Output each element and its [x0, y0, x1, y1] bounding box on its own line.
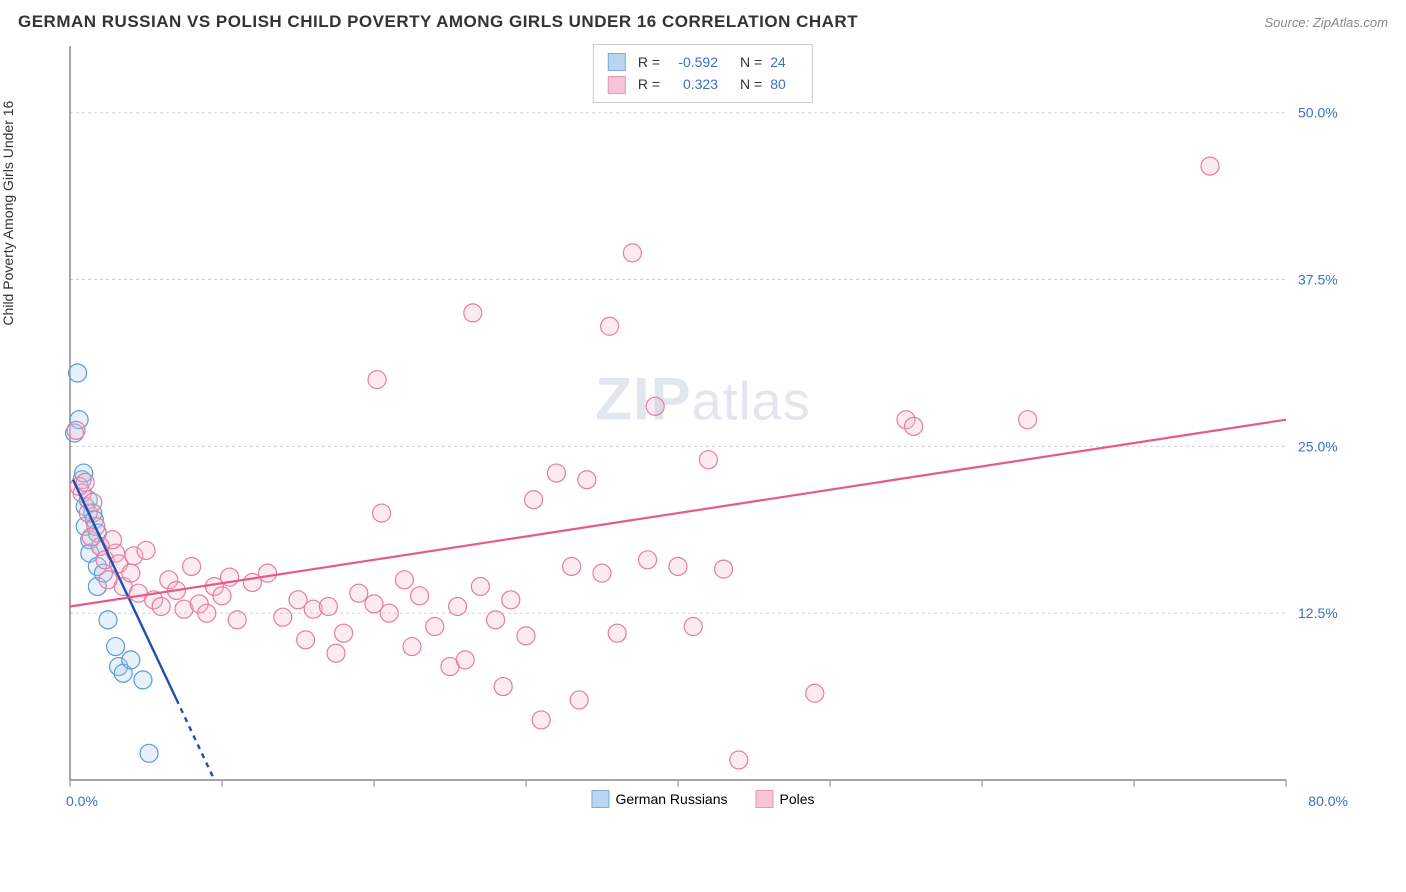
legend-r-value: 0.323 [668, 73, 718, 95]
scatter-point [669, 557, 687, 575]
scatter-point [259, 564, 277, 582]
correlation-legend: R = -0.592 N = 24 R = 0.323 N = 80 [593, 44, 813, 103]
scatter-point [608, 624, 626, 642]
trend-line [70, 420, 1286, 607]
scatter-point [570, 691, 588, 709]
scatter-point [104, 531, 122, 549]
chart-header: GERMAN RUSSIAN VS POLISH CHILD POVERTY A… [0, 0, 1406, 40]
y-axis-label: Child Poverty Among Girls Under 16 [0, 101, 16, 326]
scatter-point [684, 618, 702, 636]
legend-r-value: -0.592 [668, 51, 718, 73]
legend-n-value: 24 [770, 51, 798, 73]
y-tick-label: 50.0% [1298, 105, 1338, 121]
scatter-point [411, 587, 429, 605]
scatter-point [67, 421, 85, 439]
scatter-point [806, 684, 824, 702]
scatter-point [456, 651, 474, 669]
y-tick-label: 37.5% [1298, 272, 1338, 288]
scatter-point [464, 304, 482, 322]
scatter-point [1201, 157, 1219, 175]
legend-swatch [608, 76, 626, 94]
scatter-point [502, 591, 520, 609]
scatter-point [623, 244, 641, 262]
scatter-point [99, 611, 117, 629]
scatter-point [578, 471, 596, 489]
scatter-point [395, 571, 413, 589]
scatter-point [547, 464, 565, 482]
legend-n-value: 80 [770, 73, 798, 95]
source-prefix: Source: [1264, 15, 1312, 30]
scatter-point [213, 587, 231, 605]
scatter-point [380, 604, 398, 622]
scatter-point [601, 317, 619, 335]
chart-container: Child Poverty Among Girls Under 16 12.5%… [18, 40, 1388, 820]
scatter-point [335, 624, 353, 642]
scatter-point [228, 611, 246, 629]
scatter-point [487, 611, 505, 629]
scatter-point [350, 584, 368, 602]
scatter-point [274, 608, 292, 626]
scatter-point [426, 618, 444, 636]
scatter-point [403, 638, 421, 656]
scatter-point [134, 671, 152, 689]
scatter-point [297, 631, 315, 649]
scatter-point [563, 557, 581, 575]
scatter-point [449, 598, 467, 616]
scatter-point [373, 504, 391, 522]
scatter-point [198, 604, 216, 622]
scatter-chart: 12.5% 25.0% 37.5% 50.0% 0.0% 80.0% [18, 40, 1358, 820]
scatter-point [368, 371, 386, 389]
scatter-point [593, 564, 611, 582]
legend-r-label: R = [638, 51, 660, 73]
x-tick-label: 0.0% [66, 793, 98, 809]
scatter-point [107, 638, 125, 656]
scatter-point [494, 678, 512, 696]
scatter-point [730, 751, 748, 769]
legend-row: R = 0.323 N = 80 [608, 73, 798, 95]
legend-label: Poles [780, 791, 815, 807]
scatter-point [69, 364, 87, 382]
y-tick-label: 25.0% [1298, 438, 1338, 454]
scatter-point [137, 541, 155, 559]
scatter-point [525, 491, 543, 509]
legend-swatch [591, 790, 609, 808]
series-legend: German Russians Poles [591, 790, 814, 808]
scatter-point [152, 598, 170, 616]
scatter-point [122, 564, 140, 582]
trend-line-dashed [176, 699, 214, 780]
legend-r-label: R = [638, 73, 660, 95]
legend-item: Poles [756, 790, 815, 808]
legend-n-label: N = [740, 51, 762, 73]
legend-swatch [608, 53, 626, 71]
scatter-point [327, 644, 345, 662]
scatter-point [905, 417, 923, 435]
legend-swatch [756, 790, 774, 808]
scatter-point [532, 711, 550, 729]
scatter-point [140, 744, 158, 762]
legend-row: R = -0.592 N = 24 [608, 51, 798, 73]
scatter-point [715, 560, 733, 578]
scatter-point [471, 577, 489, 595]
source-name: ZipAtlas.com [1313, 15, 1388, 30]
scatter-point [183, 557, 201, 575]
scatter-point [319, 598, 337, 616]
chart-source: Source: ZipAtlas.com [1264, 15, 1388, 30]
scatter-point [517, 627, 535, 645]
y-tick-label: 12.5% [1298, 605, 1338, 621]
chart-title: GERMAN RUSSIAN VS POLISH CHILD POVERTY A… [18, 12, 858, 32]
x-tick-label: 80.0% [1308, 793, 1348, 809]
scatter-point [639, 551, 657, 569]
legend-item: German Russians [591, 790, 727, 808]
legend-n-label: N = [740, 73, 762, 95]
scatter-point [122, 651, 140, 669]
scatter-point [1019, 411, 1037, 429]
scatter-point [699, 451, 717, 469]
scatter-point [646, 397, 664, 415]
scatter-point [76, 473, 94, 491]
legend-label: German Russians [615, 791, 727, 807]
